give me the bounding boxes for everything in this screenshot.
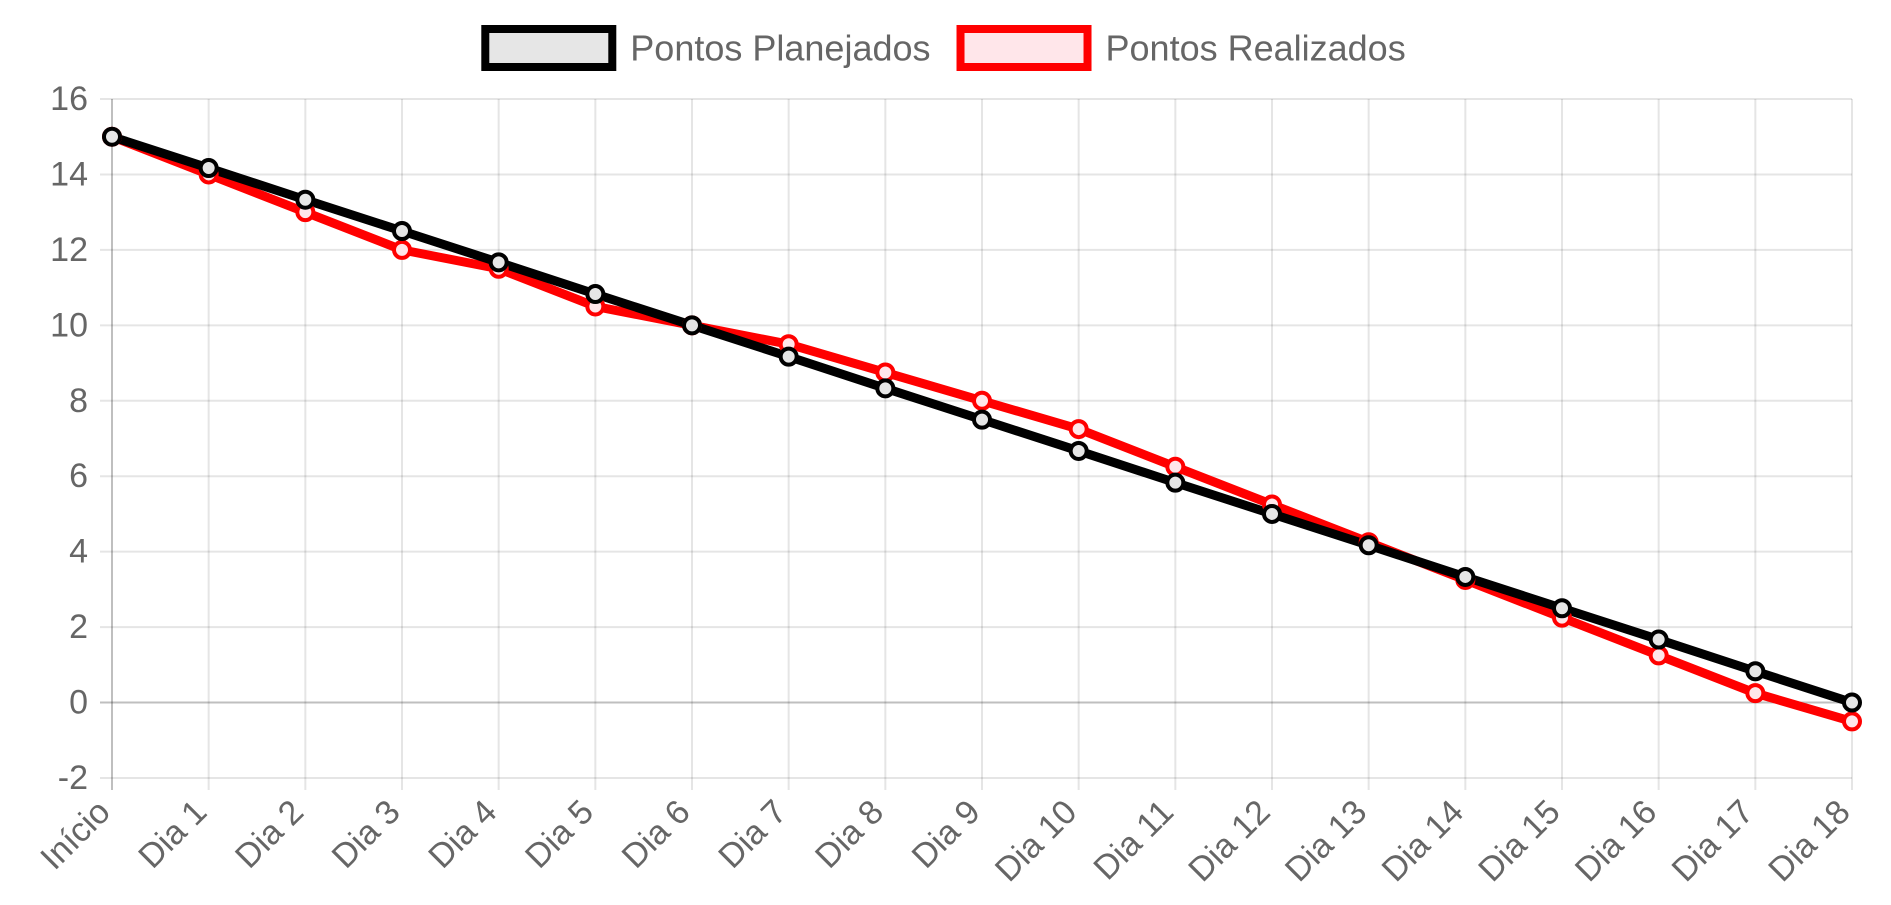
x-tick-label: Dia 1 [131, 793, 214, 876]
y-tick-label: 10 [50, 306, 88, 344]
data-point[interactable] [392, 221, 412, 242]
data-point[interactable] [585, 284, 606, 305]
x-tick-label: Dia 8 [808, 793, 891, 876]
data-point[interactable] [392, 239, 412, 260]
series-lines [102, 126, 1862, 732]
data-point[interactable] [1262, 503, 1282, 524]
y-tick-label: 2 [69, 608, 88, 646]
legend: Pontos Planejados Pontos Realizados [481, 25, 1406, 71]
x-tick-label: Dia 17 [1665, 793, 1761, 889]
data-point[interactable] [1842, 692, 1862, 713]
x-tick-label: Dia 6 [615, 793, 698, 876]
data-point[interactable] [1165, 456, 1186, 477]
data-point[interactable] [1165, 472, 1186, 493]
legend-label-planejados[interactable]: Pontos Planejados [630, 28, 930, 69]
y-tick-label: 14 [50, 155, 88, 193]
x-tick-label: Dia 2 [228, 793, 311, 876]
x-tick-label: Dia 16 [1568, 793, 1664, 889]
data-point[interactable] [1648, 645, 1669, 666]
data-point[interactable] [1068, 419, 1089, 440]
data-point[interactable] [1068, 440, 1089, 461]
legend-swatch-realizados[interactable] [956, 25, 1092, 71]
x-tick-label: Dia 4 [421, 793, 504, 876]
data-point[interactable] [1745, 683, 1766, 704]
data-point[interactable] [972, 390, 992, 411]
data-point[interactable] [1552, 598, 1572, 619]
y-tick-label: 0 [69, 684, 88, 722]
data-point[interactable] [1648, 629, 1669, 650]
x-tick-label: Dia 15 [1471, 793, 1567, 889]
x-tick-label: Dia 14 [1375, 793, 1471, 889]
x-tick-label: Dia 7 [711, 793, 794, 876]
x-tick-label: Dia 10 [988, 793, 1084, 889]
data-point[interactable] [1745, 661, 1766, 682]
data-point[interactable] [778, 346, 799, 367]
grid-lines [100, 98, 1853, 790]
data-point[interactable] [1455, 566, 1476, 587]
data-point[interactable] [1842, 711, 1862, 732]
data-point[interactable] [295, 189, 316, 210]
legend-swatch-planejados[interactable] [481, 25, 617, 71]
y-tick-label: 8 [69, 382, 88, 420]
y-tick-label: 6 [69, 457, 88, 495]
y-tick-label: 4 [69, 533, 88, 571]
data-point[interactable] [682, 315, 702, 336]
x-tick-label: Dia 3 [325, 793, 408, 876]
y-tick-label: 12 [50, 231, 88, 269]
data-point[interactable] [875, 362, 896, 383]
data-point[interactable] [198, 158, 219, 179]
y-tick-label: 16 [50, 80, 88, 118]
x-tick-label: Dia 13 [1278, 793, 1374, 889]
legend-label-realizados[interactable]: Pontos Realizados [1106, 28, 1406, 69]
x-tick-label: Dia 12 [1181, 793, 1277, 889]
x-tick-label: Dia 9 [905, 793, 988, 876]
y-tick-label: -2 [58, 759, 88, 797]
data-point[interactable] [972, 409, 992, 430]
x-tick-label: Dia 18 [1761, 793, 1857, 889]
data-point[interactable] [1358, 535, 1379, 556]
x-tick-label: Dia 5 [518, 793, 601, 876]
data-point[interactable] [488, 252, 509, 273]
x-tick-label: Início [33, 793, 117, 877]
data-point[interactable] [102, 126, 122, 147]
x-tick-label: Dia 11 [1086, 793, 1181, 888]
data-point[interactable] [875, 378, 896, 399]
